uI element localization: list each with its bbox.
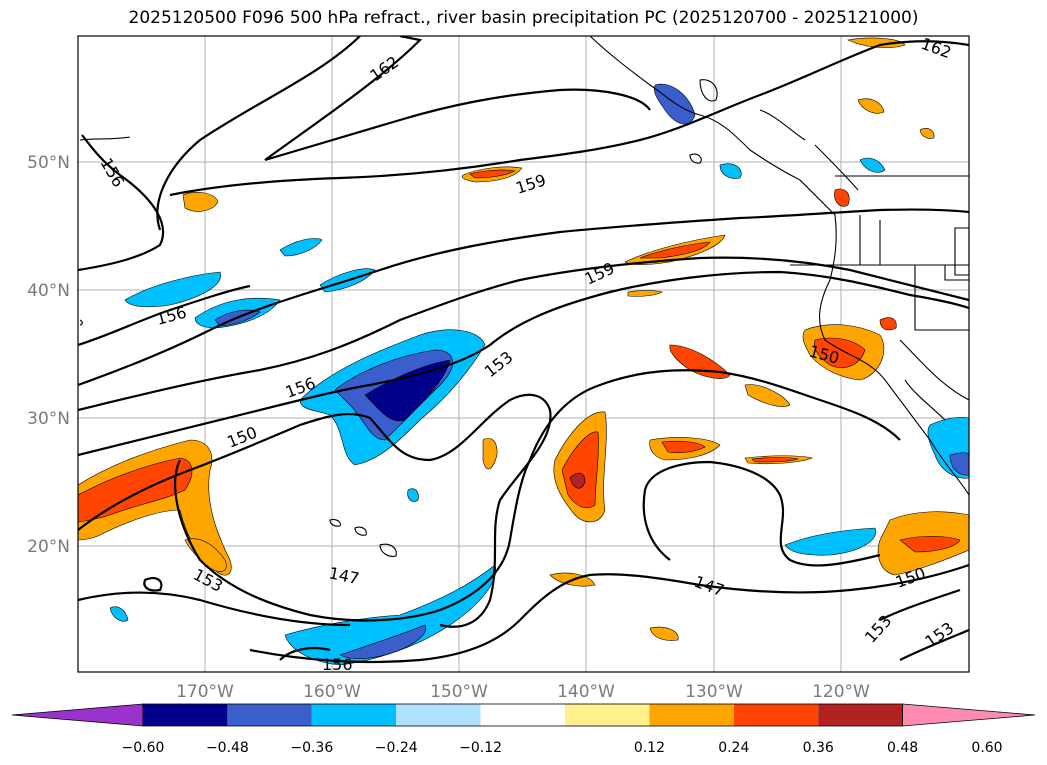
lon-label: 150°W <box>430 682 488 702</box>
coastlines <box>79 36 969 557</box>
lon-label: 160°W <box>303 682 361 702</box>
longitude-labels: 170°W 160°W 150°W 140°W 130°W 120°W <box>176 682 870 702</box>
colorbar-frame <box>142 703 903 727</box>
map-title: 2025120500 F096 500 hPa refract., river … <box>128 8 919 28</box>
colorbar-swatch <box>143 704 228 726</box>
colorbar-tick-label: −0.48 <box>206 740 249 756</box>
colorbar-swatch <box>480 704 565 726</box>
colorbar-tick-label: 0.48 <box>887 740 918 756</box>
lat-label: 40°N <box>27 281 70 301</box>
colorbar-swatch <box>227 704 312 726</box>
map-frame <box>77 35 970 673</box>
lat-label: 50°N <box>27 153 70 173</box>
colorbar-tick-label: −0.36 <box>290 740 333 756</box>
lat-label: 30°N <box>27 409 70 429</box>
colorbar-swatch <box>396 704 481 726</box>
positive-anomaly-fields <box>78 37 969 641</box>
colorbar-swatch <box>565 704 650 726</box>
colorbar-extend-low <box>11 703 144 727</box>
lon-label: 130°W <box>685 682 743 702</box>
colorbar-tick-label: 0.60 <box>971 740 1002 756</box>
colorbar-extend-high <box>902 703 1036 727</box>
colorbar-swatch <box>311 704 397 726</box>
colorbar-swatch <box>733 704 819 726</box>
latitude-labels: 50°N 40°N 30°N 20°N <box>27 153 70 557</box>
colorbar: −0.60 −0.48 −0.36 −0.24 −0.12 0.12 0.24 0.36 0.4… <box>11 703 1036 756</box>
lon-label: 170°W <box>176 682 234 702</box>
colorbar-swatch <box>818 704 903 726</box>
lon-label: 120°W <box>812 682 870 702</box>
lat-label: 20°N <box>27 537 70 557</box>
refractivity-contours <box>78 36 969 664</box>
colorbar-tick-label: 0.12 <box>634 740 665 756</box>
colorbar-swatch <box>649 704 734 726</box>
colorbar-tick-label: 0.24 <box>718 740 749 756</box>
lon-label: 140°W <box>557 682 615 702</box>
colorbar-tick-label: 0.36 <box>803 740 834 756</box>
colorbar-tick-label: −0.12 <box>459 740 502 756</box>
colorbar-tick-label: −0.60 <box>122 740 165 756</box>
contour-label: 156 <box>322 655 353 674</box>
colorbar-tick-label: −0.24 <box>375 740 418 756</box>
